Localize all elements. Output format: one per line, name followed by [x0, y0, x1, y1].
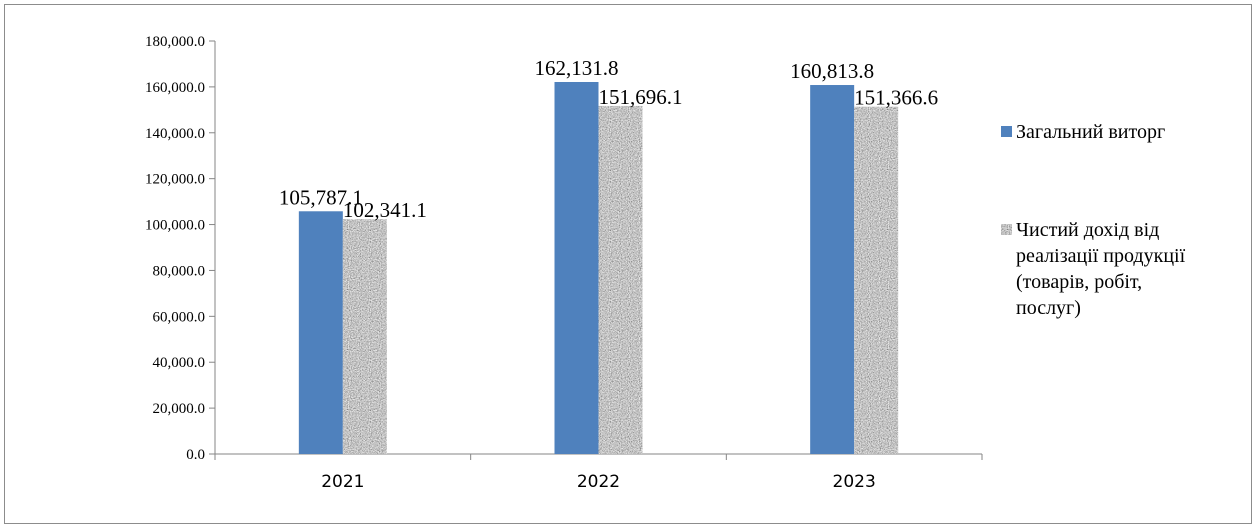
y-tick-label: 80,000.0: [153, 263, 206, 279]
x-category-label: 2023: [833, 472, 876, 492]
y-tick-label: 140,000.0: [145, 126, 205, 142]
legend-label: послуг): [1016, 297, 1081, 319]
legend-label: реалізації продукції: [1016, 245, 1186, 267]
y-tick-label: 100,000.0: [145, 218, 205, 234]
y-tick-label: 40,000.0: [153, 355, 206, 371]
data-label: 162,131.8: [535, 56, 619, 80]
chart-frame: 0.0 20,000.0 40,000.0 60,000.0 80,000.0 100,0…: [4, 4, 1252, 524]
legend-label: (товарів, робіт,: [1016, 271, 1142, 293]
data-label: 151,696.1: [599, 85, 683, 109]
y-tick-label: 180,000.0: [145, 34, 205, 50]
bar-net-income-2022: [598, 105, 643, 455]
y-tick-label: 120,000.0: [145, 172, 205, 188]
data-label: 151,366.6: [854, 86, 938, 110]
y-tick-label: 0.0: [186, 447, 205, 463]
data-label: 105,787.1: [279, 185, 363, 209]
data-label: 160,813.8: [790, 59, 874, 83]
bar-total-revenue-2023: [810, 85, 855, 454]
bar-chart: 0.0 20,000.0 40,000.0 60,000.0 80,000.0 100,0…: [145, 34, 1186, 492]
x-category-label: 2021: [321, 472, 364, 492]
x-category-label: 2022: [577, 472, 620, 492]
y-tick-label: 60,000.0: [153, 309, 206, 325]
legend-swatch: [1001, 126, 1012, 137]
bar-net-income-2021: [342, 219, 387, 454]
bar-net-income-2023: [854, 106, 899, 454]
bar-total-revenue-2022: [554, 81, 599, 454]
y-tick-label: 160,000.0: [145, 80, 205, 96]
bar-total-revenue-2021: [298, 211, 343, 454]
data-label: 102,341.1: [343, 198, 427, 222]
legend-label: Чистий дохід від: [1016, 219, 1159, 241]
legend-label: Загальний виторг: [1016, 121, 1165, 143]
legend-swatch: [1001, 224, 1012, 235]
y-tick-label: 20,000.0: [153, 401, 206, 417]
